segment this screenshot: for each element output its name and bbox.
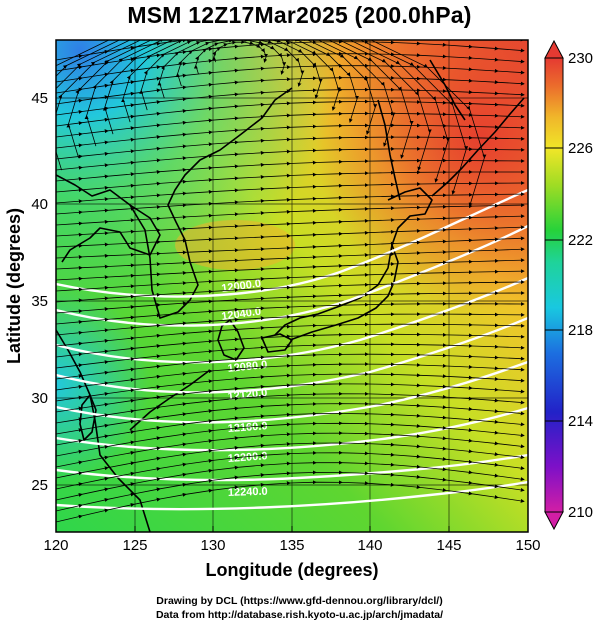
colorbar-top-triangle — [544, 39, 564, 59]
y-axis-tick-labels: 25 30 35 40 45 — [31, 90, 48, 494]
colorbar-tick-label: 222 — [568, 232, 593, 249]
x-axis-title: Longitude (degrees) — [205, 560, 378, 580]
credit-data-source: Data from http://database.rish.kyoto-u.a… — [155, 609, 444, 621]
colorbar-tick-labels: 230 226 222 218 214 210 — [568, 50, 593, 521]
x-tick-label: 125 — [122, 537, 147, 554]
colorbar-tick-label: 230 — [568, 50, 593, 67]
x-tick-label: 130 — [200, 537, 225, 554]
colorbar: 230 226 222 218 214 210 — [544, 39, 593, 531]
x-tick-label: 120 — [43, 537, 68, 554]
colorbar-tick-label: 214 — [568, 413, 593, 430]
streamline — [56, 480, 525, 523]
colorbar-ticks — [545, 57, 563, 513]
map-title: MSM 12Z17Mar2025 (200.0hPa) — [127, 2, 472, 28]
colorbar-tick-label: 218 — [568, 322, 593, 339]
y-tick-label: 40 — [31, 196, 48, 213]
y-tick-label: 30 — [31, 390, 48, 407]
y-tick-label: 25 — [31, 477, 48, 494]
y-tick-label: 35 — [31, 293, 48, 310]
y-tick-label: 45 — [31, 90, 48, 107]
map-plot-area: 12000.0 12040.0 12080.0 12120.0 12160.0 … — [56, 40, 528, 532]
x-tick-label: 140 — [357, 537, 382, 554]
colorbar-bottom-triangle — [544, 511, 564, 531]
wind-streamlines — [56, 40, 525, 523]
y-axis-title: Latitude (degrees) — [4, 208, 24, 364]
credit-drawing: Drawing by DCL (https://www.gfd-dennou.o… — [156, 595, 443, 607]
x-tick-label: 150 — [515, 537, 540, 554]
colorbar-tick-label: 210 — [568, 504, 593, 521]
colorbar-gradient — [544, 57, 564, 513]
x-tick-label: 145 — [436, 537, 461, 554]
x-axis-ticks — [55, 526, 529, 532]
x-axis-tick-labels: 120 125 130 135 140 145 150 — [43, 537, 540, 554]
x-tick-label: 135 — [279, 537, 304, 554]
colorbar-tick-label: 226 — [568, 140, 593, 157]
